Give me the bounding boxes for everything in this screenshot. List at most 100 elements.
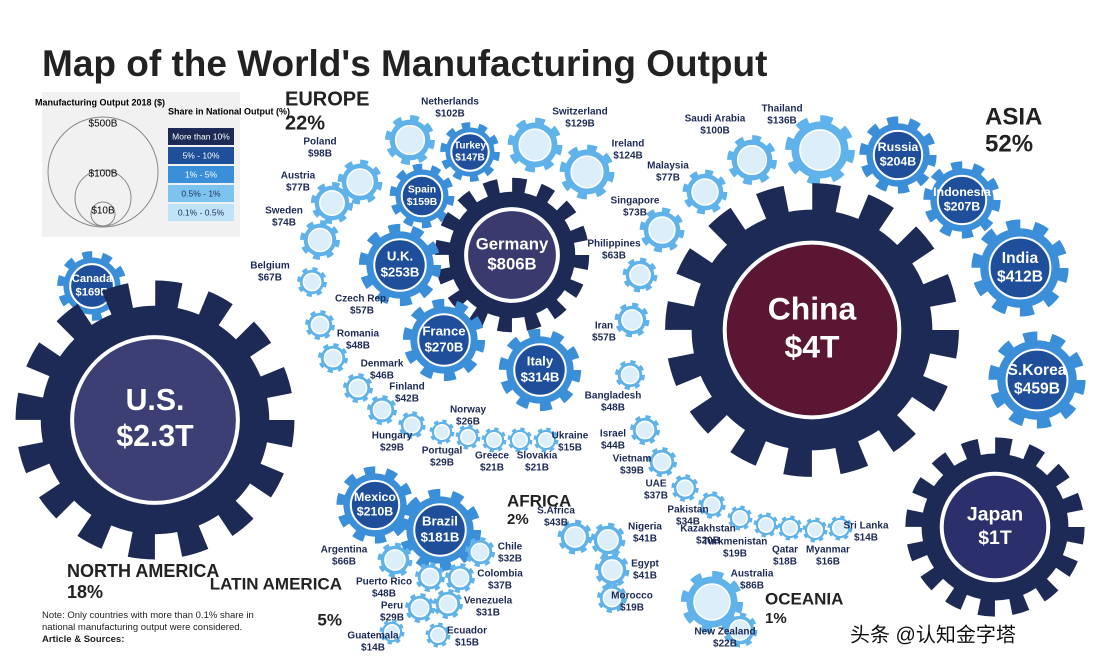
country-value: $181B bbox=[421, 529, 460, 544]
country-name: Malaysia bbox=[647, 161, 689, 172]
country-name: Sweden bbox=[265, 206, 303, 217]
country-name: Hungary bbox=[372, 431, 413, 442]
country-value: $15B bbox=[455, 638, 479, 649]
country-name: Chile bbox=[498, 542, 523, 553]
gear-teeth bbox=[389, 163, 455, 229]
country-name: Philippines bbox=[587, 239, 641, 250]
flag bbox=[832, 520, 848, 536]
flag bbox=[602, 588, 622, 608]
flag bbox=[564, 526, 586, 548]
legend-swatch bbox=[168, 147, 234, 164]
gear-teeth bbox=[377, 542, 413, 578]
legend-share-title: Share in National Output (%) bbox=[168, 106, 290, 116]
country-name: Ecuador bbox=[447, 626, 487, 637]
region-share: 22% bbox=[285, 112, 325, 134]
gear-teeth bbox=[481, 427, 507, 453]
country-value: $4T bbox=[785, 329, 840, 365]
gear-teeth bbox=[405, 593, 435, 623]
region-name: ASIA bbox=[985, 103, 1042, 130]
country-name: Thailand bbox=[761, 104, 802, 115]
flag bbox=[486, 432, 502, 448]
country-name: Turkey bbox=[454, 141, 486, 152]
country-name: China bbox=[768, 290, 857, 326]
gear-teeth bbox=[297, 267, 327, 297]
flag bbox=[307, 227, 333, 253]
country-name: Ireland bbox=[612, 139, 645, 150]
country-name: Brazil bbox=[422, 514, 458, 529]
country-value: $86B bbox=[740, 581, 764, 592]
country-value: $147B bbox=[455, 153, 484, 164]
gear-teeth bbox=[622, 257, 658, 293]
note-sources: Article & Sources: bbox=[42, 634, 125, 645]
gear-teeth bbox=[305, 310, 335, 340]
country-value: $29B bbox=[380, 613, 404, 624]
country-value: $66B bbox=[332, 557, 356, 568]
country-name: Russia bbox=[878, 140, 919, 154]
country-value: $459B bbox=[1014, 380, 1060, 397]
flag bbox=[384, 624, 400, 640]
flag bbox=[464, 207, 560, 303]
gear-teeth bbox=[440, 122, 500, 182]
flag bbox=[570, 155, 604, 189]
flag bbox=[384, 549, 406, 571]
flag bbox=[729, 619, 751, 641]
country-value: $98B bbox=[308, 149, 332, 160]
flag bbox=[872, 129, 924, 181]
gear-teeth bbox=[433, 589, 463, 619]
countries: Netherlands$102B Switzerland$129BIreland$… bbox=[15, 97, 1086, 654]
country-name: Ukraine bbox=[552, 431, 589, 442]
legend-swatch bbox=[168, 204, 234, 221]
country-value: $67B bbox=[258, 273, 282, 284]
gear-teeth bbox=[680, 570, 744, 634]
country-value: $314B bbox=[521, 369, 560, 384]
country-value: $48B bbox=[601, 403, 625, 414]
country-name: Canada bbox=[72, 273, 113, 285]
country-name: Colombia bbox=[477, 569, 523, 580]
country-name: UAE bbox=[645, 479, 666, 490]
country-name: Finland bbox=[389, 382, 425, 393]
gear-teeth bbox=[533, 427, 559, 453]
legend-share: 1% - 5% bbox=[185, 169, 218, 179]
flag bbox=[69, 263, 115, 309]
legend-swatch bbox=[168, 166, 234, 183]
country-name: Sri Lanka bbox=[843, 521, 888, 532]
gear-teeth bbox=[455, 424, 481, 450]
country-name: Kazakhstan bbox=[680, 524, 736, 535]
country-value: $48B bbox=[346, 341, 370, 352]
flag bbox=[652, 452, 672, 472]
country-name: Israel bbox=[600, 429, 626, 440]
country-value: $806B bbox=[487, 254, 536, 273]
country-value: $102B bbox=[435, 109, 464, 120]
flag bbox=[939, 471, 1051, 583]
country-value: $204B bbox=[880, 155, 917, 169]
flag bbox=[348, 378, 368, 398]
country-name: India bbox=[1002, 250, 1039, 267]
country-value: $34B bbox=[676, 517, 700, 528]
country-value: $210B bbox=[357, 505, 394, 519]
country-value: $73B bbox=[623, 208, 647, 219]
country-value: $44B bbox=[601, 441, 625, 452]
flag bbox=[597, 529, 619, 551]
country-value: $19B bbox=[620, 603, 644, 614]
country-name: Bangladesh bbox=[585, 391, 642, 402]
country-name: Morocco bbox=[611, 591, 653, 602]
flag bbox=[732, 510, 748, 526]
legend-share: More than 10% bbox=[172, 131, 230, 141]
flag bbox=[782, 520, 798, 536]
legend-share: 5% - 10% bbox=[183, 150, 220, 160]
gear-teeth bbox=[398, 411, 426, 439]
country-name: Austria bbox=[281, 171, 316, 182]
gear-teeth bbox=[559, 144, 615, 200]
country-name: Belgium bbox=[250, 261, 290, 272]
country-value: $20B bbox=[696, 536, 720, 547]
flag bbox=[394, 124, 426, 156]
gear-teeth bbox=[434, 177, 590, 333]
country-value: $48B bbox=[372, 589, 396, 600]
country-name: Egypt bbox=[631, 559, 659, 570]
flag bbox=[450, 132, 490, 172]
country-value: $41B bbox=[633, 571, 657, 582]
flag bbox=[319, 190, 345, 216]
gear-teeth bbox=[923, 161, 1001, 239]
country-value: $16B bbox=[816, 557, 840, 568]
gear-teeth bbox=[859, 116, 937, 194]
